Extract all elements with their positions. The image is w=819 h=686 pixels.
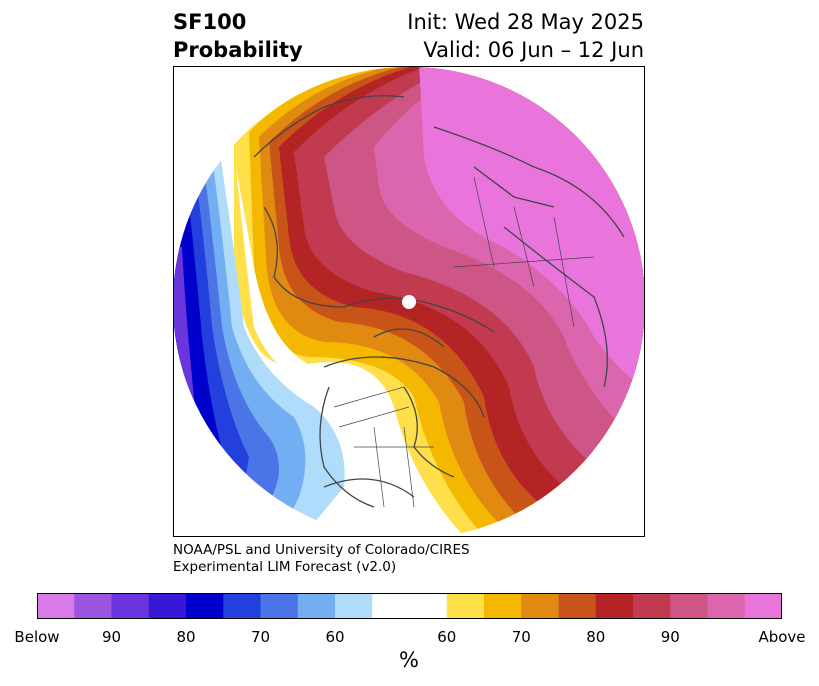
probability-field	[174, 67, 644, 536]
colorbar-segment	[744, 593, 782, 619]
credit-text: NOAA/PSL and University of Colorado/CIRE…	[173, 542, 470, 576]
polar-map	[173, 66, 645, 537]
colorbar-segment	[595, 593, 634, 619]
colorbar-tick-label: 80	[586, 628, 606, 646]
colorbar-segment	[633, 593, 671, 619]
init-date: Init: Wed 28 May 2025	[407, 10, 644, 34]
credit-line-1: NOAA/PSL and University of Colorado/CIRE…	[173, 542, 470, 558]
colorbar-segment	[521, 593, 559, 619]
colorbar-segment	[186, 593, 224, 619]
colorbar-tick-label: Above	[758, 628, 806, 646]
colorbar-tick-label: 90	[101, 628, 122, 646]
colorbar-segment	[707, 593, 746, 619]
political-borders	[333, 176, 595, 508]
probability-map-svg	[174, 67, 644, 536]
credit-line-2: Experimental LIM Forecast (v2.0)	[173, 559, 397, 575]
colorbar-unit: %	[399, 648, 419, 672]
colorbar-tick-label: 60	[325, 628, 345, 646]
forecast-dates: Init: Wed 28 May 2025 Valid: 06 Jun – 12…	[407, 8, 644, 64]
colorbar-tick-label: Below	[14, 628, 60, 646]
title-line-1: SF100	[173, 10, 247, 34]
colorbar	[37, 593, 782, 619]
colorbar-tick-label: 70	[511, 628, 531, 646]
colorbar-segment	[335, 593, 373, 619]
colorbar-segment	[74, 593, 112, 619]
neutral-region	[236, 167, 379, 536]
north-pole-marker	[402, 295, 416, 309]
colorbar-segment	[111, 593, 150, 619]
colorbar-segment	[223, 593, 261, 619]
map-title: SF100 Probability	[173, 8, 303, 64]
colorbar-segment	[558, 593, 597, 619]
colorbar-tick-label: 80	[176, 628, 196, 646]
title-line-2: Probability	[173, 38, 303, 62]
colorbar-border	[37, 593, 782, 619]
coastlines	[253, 95, 625, 508]
colorbar-tick-label: 90	[660, 628, 680, 646]
colorbar-segment	[260, 593, 299, 619]
colorbar-segment	[37, 593, 75, 619]
colorbar-segment	[297, 593, 336, 619]
colorbar-segment	[484, 593, 522, 619]
colorbar-tick-label: 60	[437, 628, 457, 646]
colorbar-segment	[446, 593, 485, 619]
colorbar-segment	[372, 593, 448, 619]
valid-range: Valid: 06 Jun – 12 Jun	[423, 38, 644, 62]
colorbar-segment	[670, 593, 708, 619]
colorbar-segment	[148, 593, 187, 619]
colorbar-tick-label: 70	[250, 628, 271, 646]
